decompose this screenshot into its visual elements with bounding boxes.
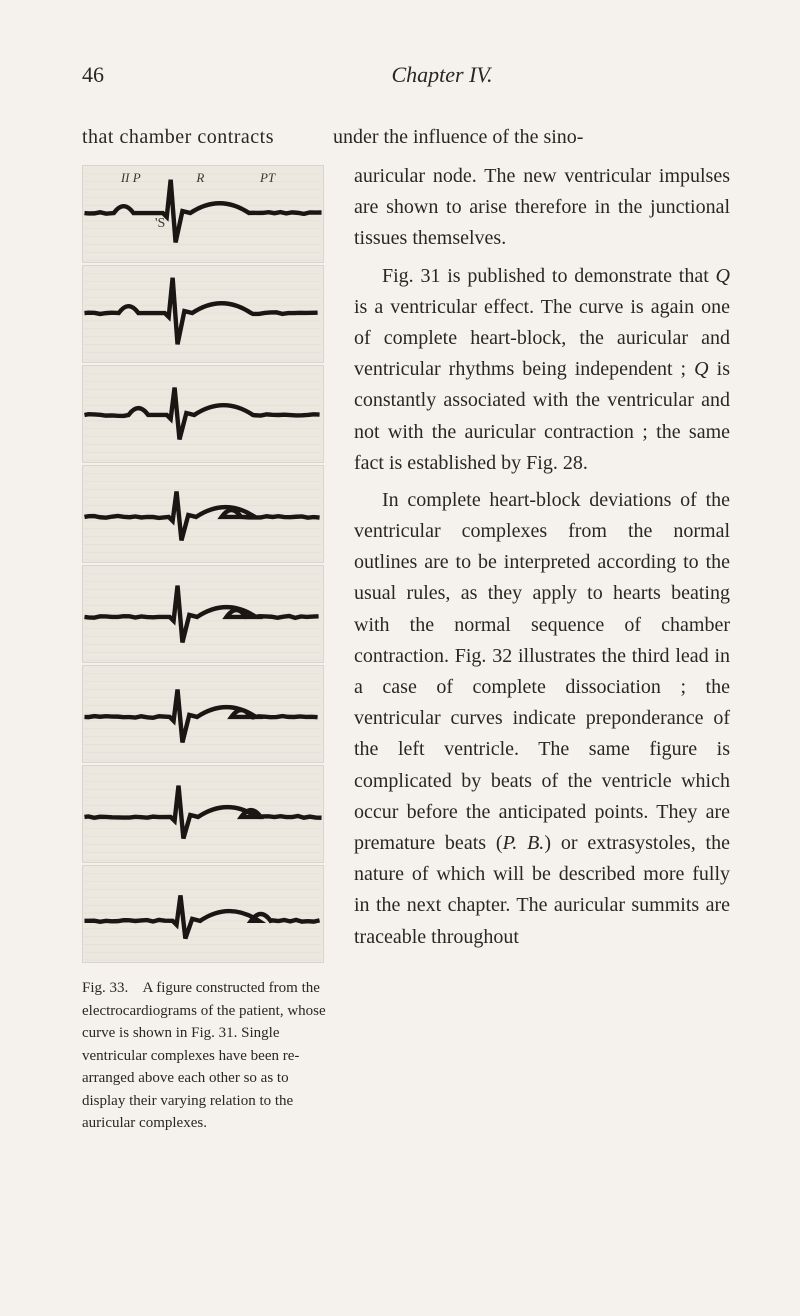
figure-caption-body: A figure constructed from the electrocar… <box>82 980 326 1131</box>
figure-caption-lead: Fig. 33. <box>82 980 128 996</box>
ecg-top-labels: II P R PT <box>83 170 323 186</box>
opening-line: that chamber contracts under the influen… <box>82 122 730 153</box>
ecg-strip-2 <box>82 265 324 363</box>
page-header: 46 Chapter IV. <box>82 62 730 88</box>
chapter-title: Chapter IV. <box>391 62 492 88</box>
ecg-strip-3 <box>82 365 324 463</box>
page-number: 46 <box>82 62 104 88</box>
ecg-strip-container: II P R PT 'S <box>82 165 332 963</box>
content-area: that chamber contracts under the influen… <box>82 122 730 953</box>
figure-caption: Fig. 33. A figure constructed from the e… <box>82 977 332 1135</box>
opening-right-fragment: under the influence of the sino- <box>333 126 583 148</box>
ecg-strip-7 <box>82 765 324 863</box>
figure-column: II P R PT 'S Fig. 33. A figure construct… <box>82 165 332 1135</box>
ecg-strip-6 <box>82 665 324 763</box>
ecg-strip-5 <box>82 565 324 663</box>
ecg-strip-8 <box>82 865 324 963</box>
ecg-strip-1: II P R PT 'S <box>82 165 324 263</box>
ecg-strip-4 <box>82 465 324 563</box>
ecg-s-label: 'S <box>155 216 165 232</box>
opening-left-fragment: that chamber contracts <box>82 122 328 153</box>
